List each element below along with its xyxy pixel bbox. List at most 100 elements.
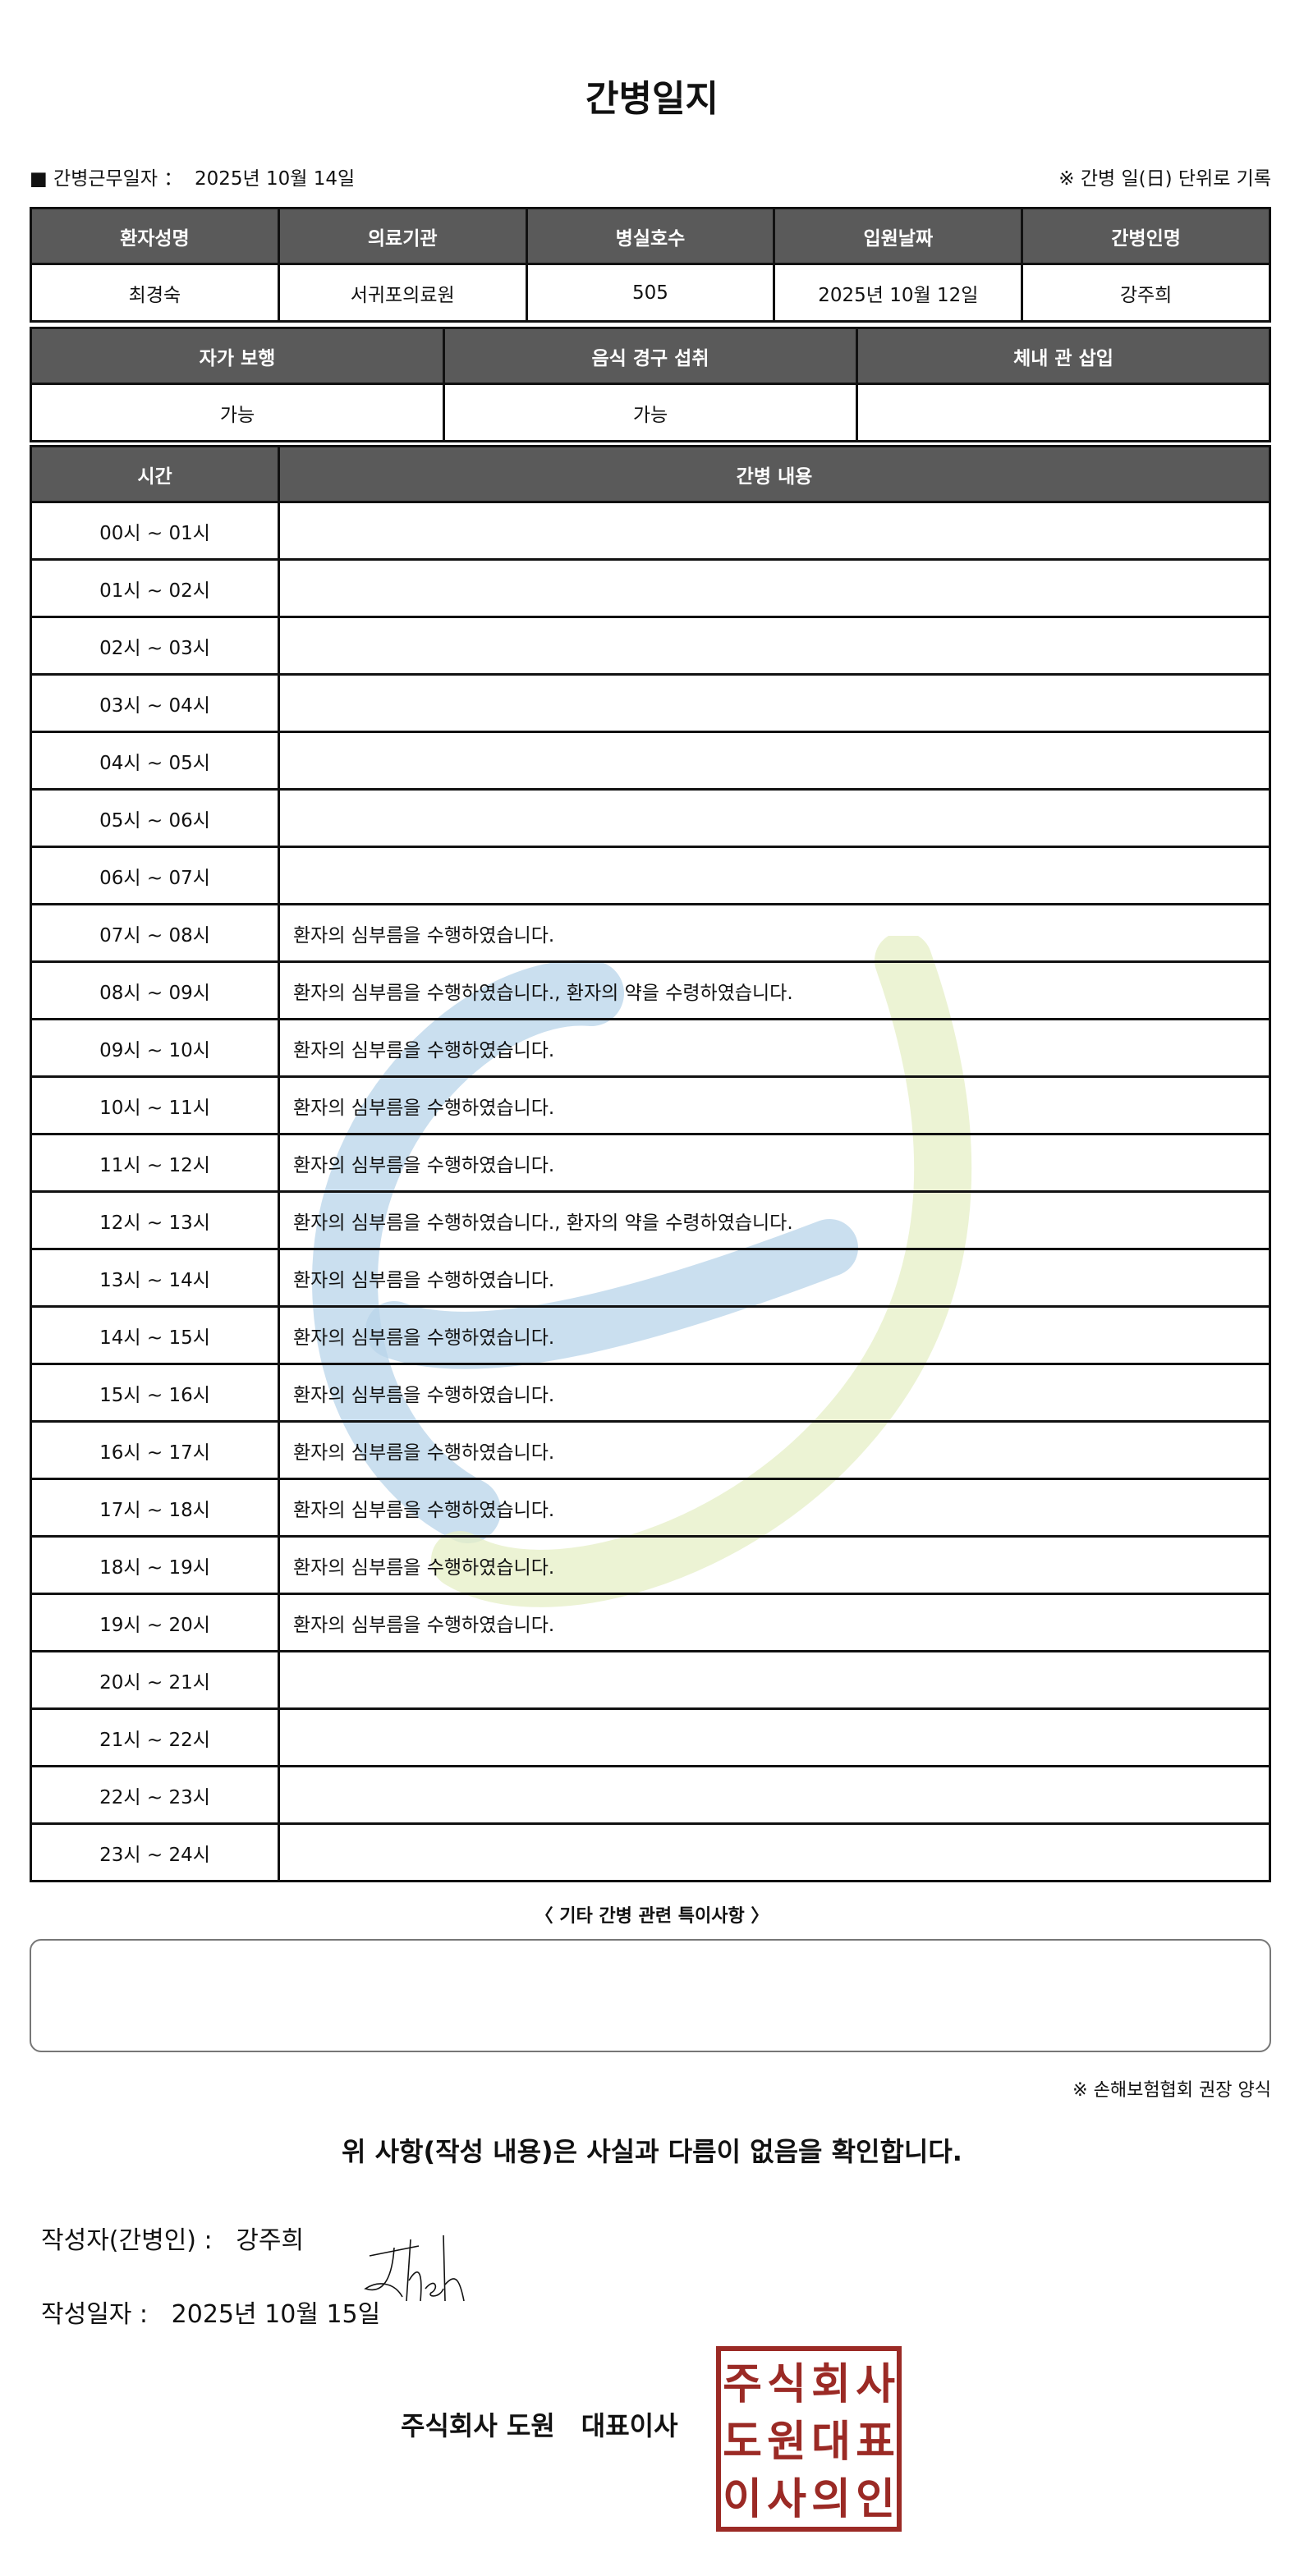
log-row: 05시 ~ 06시 <box>30 788 1271 848</box>
log-row: 11시 ~ 12시 환자의 심부름을 수행하였습니다. <box>30 1133 1271 1193</box>
log-row: 10시 ~ 11시 환자의 심부름을 수행하였습니다. <box>30 1075 1271 1135</box>
log-row: 03시 ~ 04시 <box>30 673 1271 733</box>
log-row: 07시 ~ 08시 환자의 심부름을 수행하였습니다. <box>30 903 1271 963</box>
seal-character: 이 <box>723 2475 762 2524</box>
care-content: 환자의 심부름을 수행하였습니다. <box>278 1018 1271 1078</box>
seal-character: 주 <box>723 2360 762 2409</box>
time-slot: 04시 ~ 05시 <box>30 731 280 791</box>
log-row: 06시 ~ 07시 <box>30 846 1271 905</box>
care-content: 환자의 심부름을 수행하였습니다. <box>278 1133 1271 1193</box>
hospital: 서귀포의료원 <box>277 263 528 323</box>
care-content <box>278 1765 1271 1825</box>
tube-value <box>856 383 1271 442</box>
time-slot: 12시 ~ 13시 <box>30 1190 280 1250</box>
time-slot: 06시 ~ 07시 <box>30 846 280 905</box>
care-content <box>278 1822 1271 1882</box>
care-content <box>278 1707 1271 1767</box>
time-slot: 10시 ~ 11시 <box>30 1075 280 1135</box>
time-slot: 08시 ~ 09시 <box>30 960 280 1020</box>
care-content: 환자의 심부름을 수행하였습니다., 환자의 약을 수령하였습니다. <box>278 1190 1271 1250</box>
time-slot: 11시 ~ 12시 <box>30 1133 280 1193</box>
care-content: 환자의 심부름을 수행하였습니다. <box>278 903 1271 963</box>
time-slot: 15시 ~ 16시 <box>30 1363 280 1423</box>
care-content: 환자의 심부름을 수행하였습니다., 환자의 약을 수령하였습니다. <box>278 960 1271 1020</box>
time-slot: 23시 ~ 24시 <box>30 1822 280 1882</box>
log-row: 00시 ~ 01시 <box>30 501 1271 561</box>
time-slot: 21시 ~ 22시 <box>30 1707 280 1767</box>
care-content: 환자의 심부름을 수행하였습니다. <box>278 1305 1271 1365</box>
time-slot: 19시 ~ 20시 <box>30 1593 280 1652</box>
signature <box>364 2235 465 2302</box>
duty-value: 2025년 10월 14일 <box>194 168 356 190</box>
care-content <box>278 673 1271 733</box>
log-row: 18시 ~ 19시 환자의 심부름을 수행하였습니다. <box>30 1535 1271 1595</box>
time-slot: 20시 ~ 21시 <box>30 1650 280 1710</box>
log-row: 22시 ~ 23시 <box>30 1765 1271 1825</box>
time-slot: 18시 ~ 19시 <box>30 1535 280 1595</box>
seal-character: 회 <box>811 2360 851 2409</box>
time-slot: 16시 ~ 17시 <box>30 1420 280 1480</box>
patient-info-table: 환자성명 의료기관 병실호수 입원날짜 간병인명 최경숙 서귀포의료원 505 2025년 1… <box>30 207 1271 323</box>
header-oral-intake: 음식 경구 섭취 <box>443 327 858 385</box>
walking-value: 가능 <box>30 383 445 442</box>
header-patient-name: 환자성명 <box>30 207 280 265</box>
duty-date: ■ 간병근무일자 ： 2025년 10월 14일 <box>30 163 355 190</box>
care-content <box>278 501 1271 561</box>
time-slot: 14시 ~ 15시 <box>30 1305 280 1365</box>
care-content: 환자의 심부름을 수행하였습니다. <box>278 1075 1271 1135</box>
time-slot: 17시 ~ 18시 <box>30 1478 280 1538</box>
log-row: 01시 ~ 02시 <box>30 558 1271 618</box>
header-time: 시간 <box>30 445 280 503</box>
log-row: 04시 ~ 05시 <box>30 731 1271 791</box>
seal-character: 도 <box>723 2418 762 2467</box>
seal-character: 사 <box>856 2360 895 2409</box>
seal-character: 표 <box>856 2418 895 2467</box>
writer-line: 작성자(간병인) : 강주희 <box>41 2220 304 2256</box>
care-content: 환자의 심부름을 수행하였습니다. <box>278 1248 1271 1308</box>
time-slot: 07시 ~ 08시 <box>30 903 280 963</box>
unit-note: ※ 간병 일(日) 단위로 기록 <box>1058 168 1271 190</box>
care-content <box>278 616 1271 676</box>
log-row: 20시 ~ 21시 <box>30 1650 1271 1710</box>
header-hospital: 의료기관 <box>277 207 528 265</box>
writer-label: 작성자(간병인) : <box>41 2226 213 2255</box>
log-row: 23시 ~ 24시 <box>30 1822 1271 1882</box>
page-title: 간병일지 <box>585 78 719 120</box>
write-date: 2025년 10월 15일 <box>171 2300 381 2329</box>
time-slot: 05시 ~ 06시 <box>30 788 280 848</box>
notes-title: 〈 기타 간병 관련 특이사항 〉 <box>535 1906 769 1927</box>
log-row: 13시 ~ 14시 환자의 심부름을 수행하였습니다. <box>30 1248 1271 1308</box>
form-note: ※ 손해보험협회 권장 양식 <box>1072 2080 1271 2101</box>
confirmation-statement: 위 사항(작성 내용)은 사실과 다름이 없음을 확인합니다. <box>342 2136 962 2167</box>
patient-status-table: 자가 보행 음식 경구 섭취 체내 관 삽입 가능 가능 <box>30 327 1271 442</box>
write-date-label: 작성일자 : <box>41 2300 149 2329</box>
care-content: 환자의 심부름을 수행하였습니다. <box>278 1535 1271 1595</box>
time-slot: 02시 ~ 03시 <box>30 616 280 676</box>
header-walking: 자가 보행 <box>30 327 445 385</box>
company-signatory: 주식회사 도원 대표이사 <box>401 2410 678 2441</box>
write-date-line: 작성일자 : 2025년 10월 15일 <box>41 2294 380 2330</box>
seal-character: 의 <box>811 2475 851 2524</box>
log-row: 14시 ~ 15시 환자의 심부름을 수행하였습니다. <box>30 1305 1271 1365</box>
log-row: 09시 ~ 10시 환자의 심부름을 수행하였습니다. <box>30 1018 1271 1078</box>
log-row: 21시 ~ 22시 <box>30 1707 1271 1767</box>
care-content <box>278 731 1271 791</box>
caregiver-name: 강주희 <box>1021 263 1271 323</box>
patient-name: 최경숙 <box>30 263 280 323</box>
log-row: 16시 ~ 17시 환자의 심부름을 수행하였습니다. <box>30 1420 1271 1480</box>
care-log-table: 시간 간병 내용 00시 ~ 01시 01시 ~ 02시 02시 ~ 03시 03시 ~… <box>30 445 1271 1882</box>
notes-box <box>30 1939 1271 2052</box>
care-content: 환자의 심부름을 수행하였습니다. <box>278 1420 1271 1480</box>
log-row: 17시 ~ 18시 환자의 심부름을 수행하였습니다. <box>30 1478 1271 1538</box>
time-slot: 22시 ~ 23시 <box>30 1765 280 1825</box>
header-caregiver: 간병인명 <box>1021 207 1271 265</box>
seal-character: 인 <box>856 2475 895 2524</box>
log-row: 19시 ~ 20시 환자의 심부름을 수행하였습니다. <box>30 1593 1271 1652</box>
care-content: 환자의 심부름을 수행하였습니다. <box>278 1478 1271 1538</box>
care-content <box>278 788 1271 848</box>
writer-name: 강주희 <box>236 2226 305 2255</box>
time-slot: 09시 ~ 10시 <box>30 1018 280 1078</box>
log-row: 12시 ~ 13시 환자의 심부름을 수행하였습니다., 환자의 약을 수령하였습… <box>30 1190 1271 1250</box>
log-row: 08시 ~ 09시 환자의 심부름을 수행하였습니다., 환자의 약을 수령하였습… <box>30 960 1271 1020</box>
time-slot: 00시 ~ 01시 <box>30 501 280 561</box>
